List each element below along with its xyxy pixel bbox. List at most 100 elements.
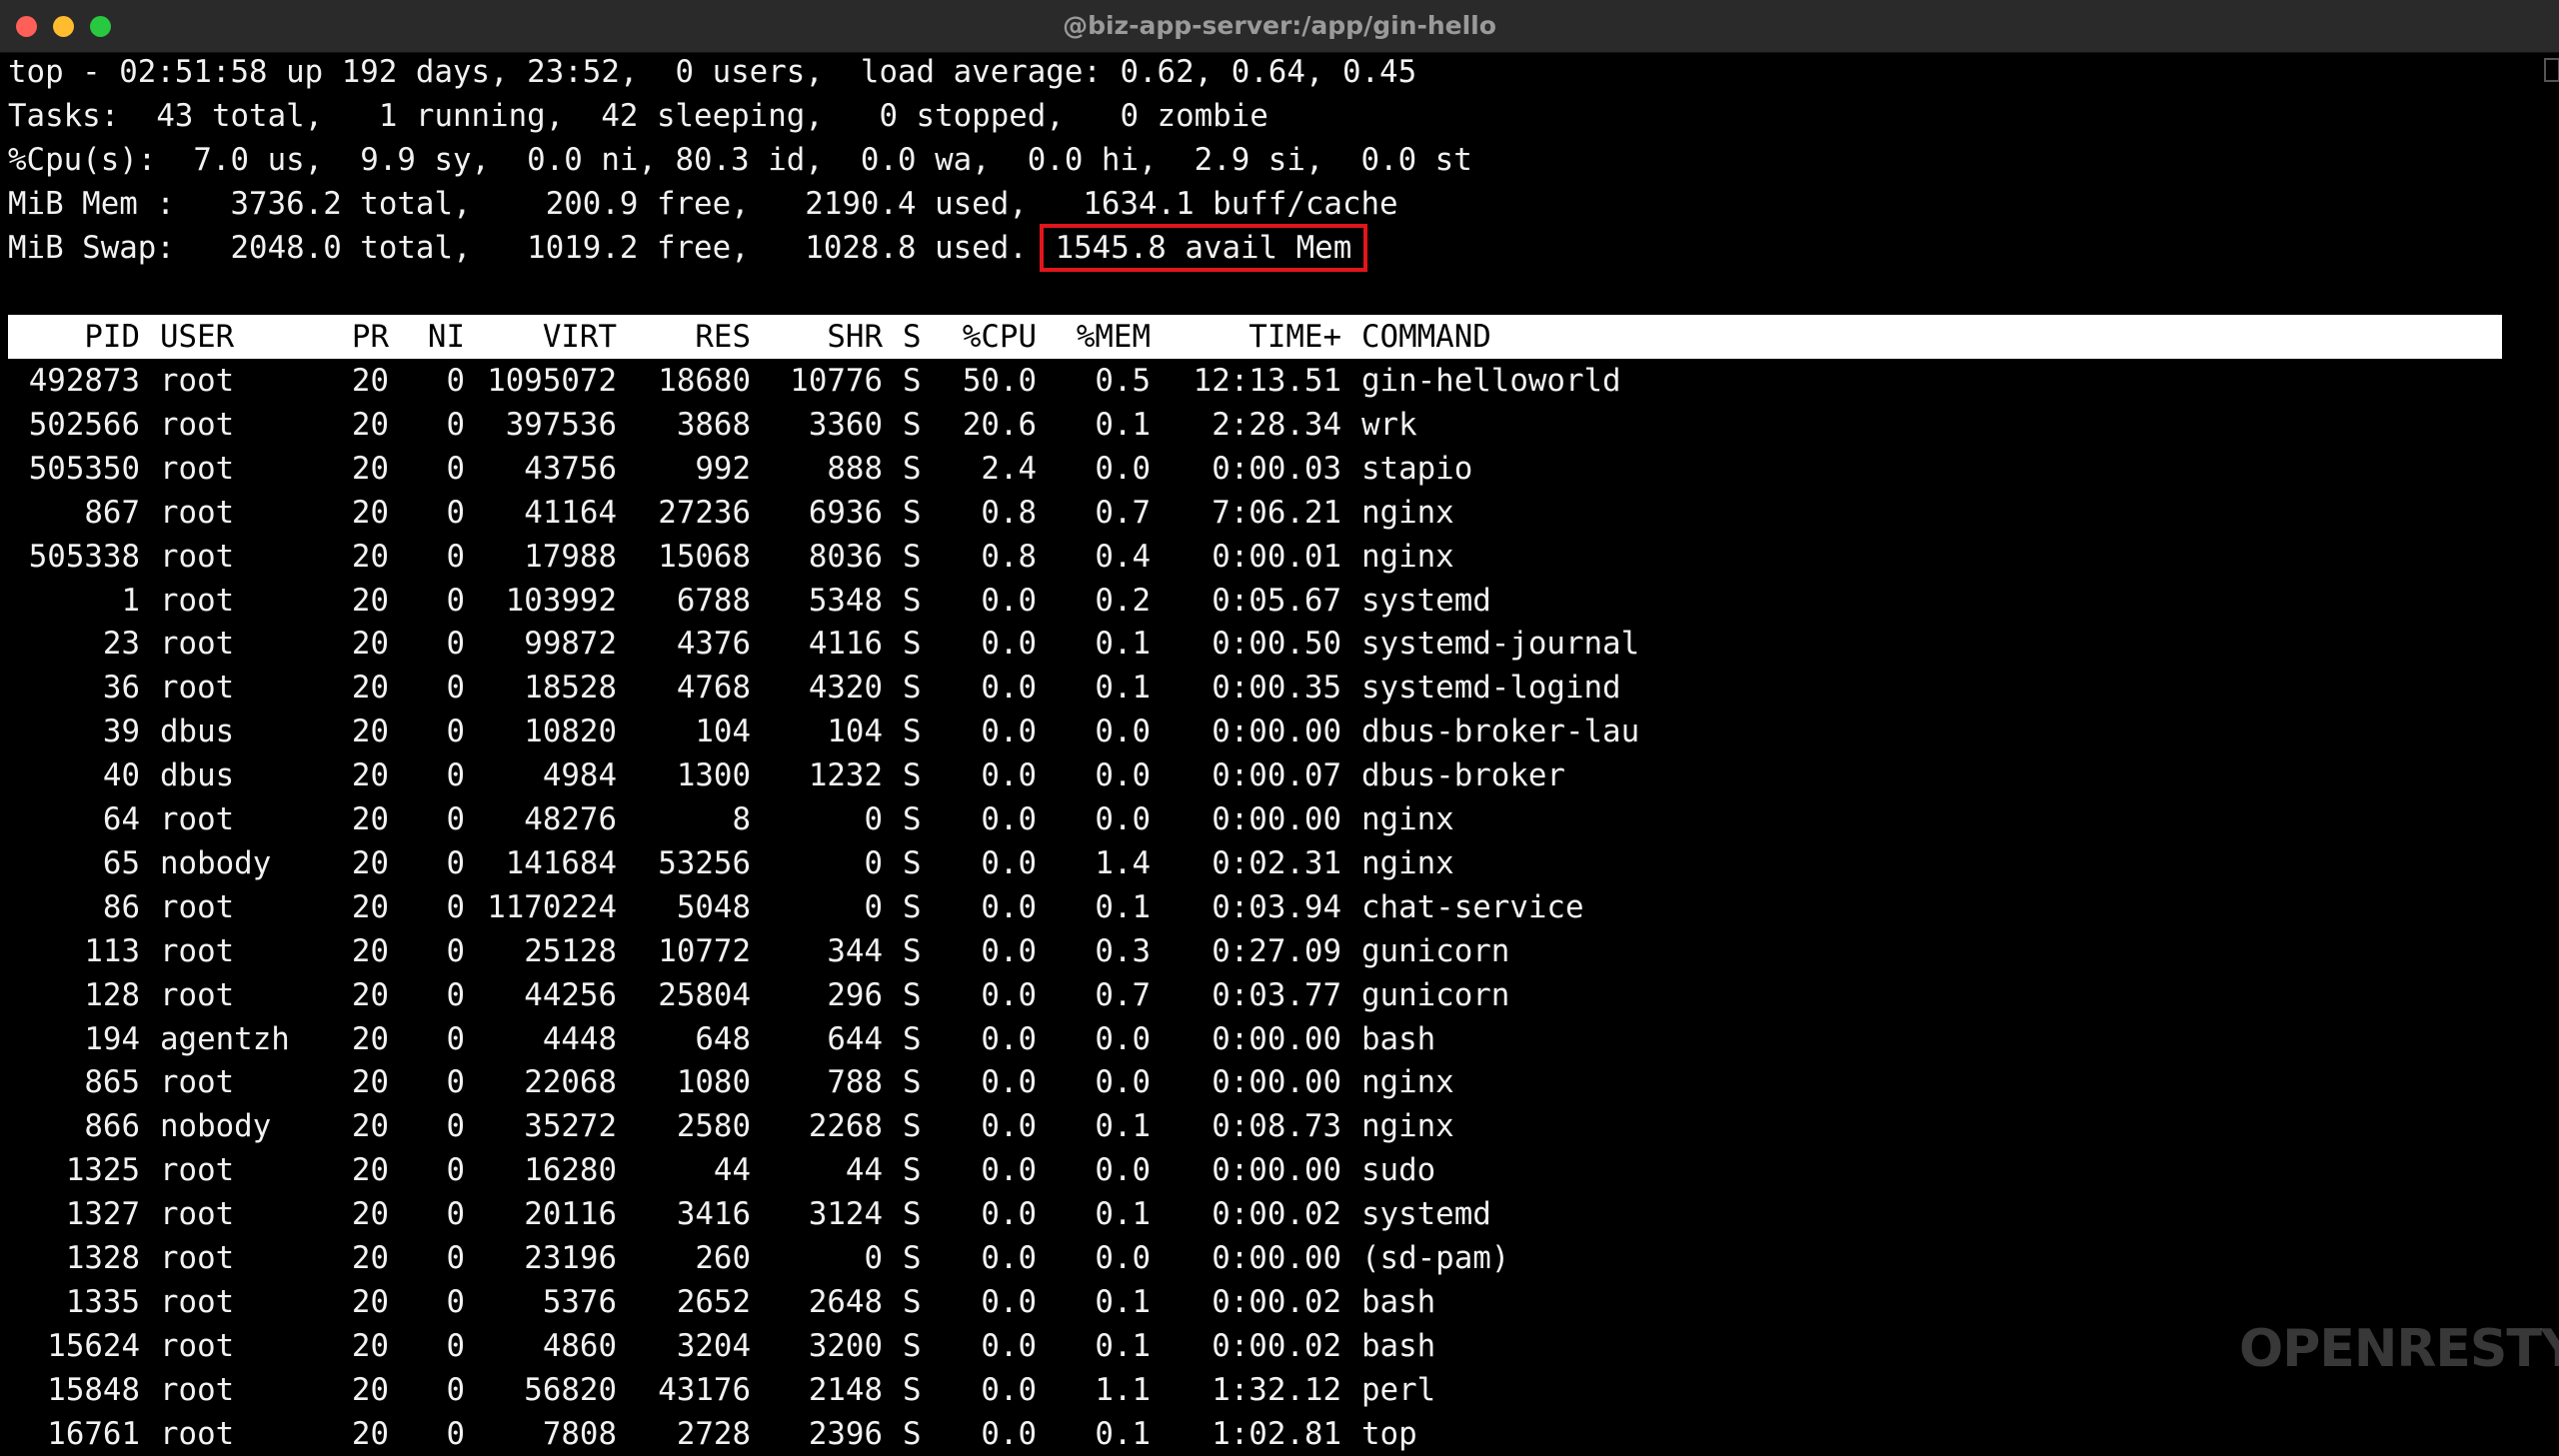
table-cell: 0.0 xyxy=(981,932,1037,969)
minimize-button[interactable] xyxy=(53,16,74,37)
table-cell: 0 xyxy=(446,1064,465,1101)
table-cell: 0.3 xyxy=(1095,932,1151,969)
table-cell: dbus-broker xyxy=(1361,757,1565,794)
table-cell: 0.7 xyxy=(1095,494,1151,531)
table-cell: bash xyxy=(1361,1327,1436,1364)
table-cell: 0:00.07 xyxy=(1212,757,1341,794)
table-cell: 0 xyxy=(864,1240,883,1276)
table-cell: 6936 xyxy=(808,494,883,531)
table-cell: 6788 xyxy=(676,582,751,619)
table-cell: 865 xyxy=(84,1064,140,1101)
table-cell: nginx xyxy=(1361,1064,1454,1101)
table-cell: root xyxy=(160,1064,235,1101)
table-cell: S xyxy=(903,582,922,619)
table-cell: 0.5 xyxy=(1095,363,1151,399)
table-cell: 64 xyxy=(102,801,140,837)
table-cell: 0.0 xyxy=(1095,1064,1151,1101)
table-cell: 5348 xyxy=(808,582,883,619)
table-cell: 0:27.09 xyxy=(1212,932,1341,969)
table-cell: 2652 xyxy=(676,1283,751,1320)
table-cell: root xyxy=(160,538,235,575)
table-cell: 44256 xyxy=(524,976,617,1013)
table-cell: wrk xyxy=(1361,406,1417,443)
table-cell: 505350 xyxy=(28,450,140,487)
table-cell: 43176 xyxy=(658,1371,751,1408)
table-cell: 3868 xyxy=(676,406,751,443)
table-cell: 0.0 xyxy=(1095,1020,1151,1057)
table-cell: 1080 xyxy=(676,1064,751,1101)
table-cell: 0:00.50 xyxy=(1212,626,1341,663)
table-cell: 0.0 xyxy=(981,1108,1037,1145)
table-cell: 0 xyxy=(446,363,465,399)
table-cell: S xyxy=(903,976,922,1013)
table-cell: root xyxy=(160,932,235,969)
table-cell: 8036 xyxy=(808,538,883,575)
table-cell: 20 xyxy=(351,582,389,619)
table-cell: 20 xyxy=(351,1327,389,1364)
table-cell: 20 xyxy=(351,1371,389,1408)
table-cell: 0:03.77 xyxy=(1212,976,1341,1013)
table-cell: 0:00.00 xyxy=(1212,1020,1341,1057)
close-button[interactable] xyxy=(16,16,37,37)
scrollbar[interactable] xyxy=(2544,58,2559,82)
table-cell: 35272 xyxy=(524,1108,617,1145)
table-cell: S xyxy=(903,1371,922,1408)
table-cell: S xyxy=(903,1327,922,1364)
table-cell: 18680 xyxy=(658,363,751,399)
table-cell: 4116 xyxy=(808,626,883,663)
table-cell: 44 xyxy=(713,1152,751,1189)
table-cell: 20 xyxy=(351,1240,389,1276)
table-cell: 0:00.35 xyxy=(1212,670,1341,707)
table-cell: 1:02.81 xyxy=(1212,1415,1341,1452)
table-cell: 25804 xyxy=(658,976,751,1013)
column-header: USER xyxy=(160,319,235,355)
table-cell: S xyxy=(903,1196,922,1233)
table-cell: 20 xyxy=(351,450,389,487)
table-cell: 0:00.01 xyxy=(1212,538,1341,575)
table-cell: 86 xyxy=(102,888,140,925)
table-cell: 0 xyxy=(446,757,465,794)
table-cell: 0.0 xyxy=(981,1152,1037,1189)
table-cell: 39 xyxy=(102,714,140,750)
table-cell: 2268 xyxy=(808,1108,883,1145)
table-cell: gunicorn xyxy=(1361,976,1510,1013)
table-cell: root xyxy=(160,1152,235,1189)
table-cell: 3416 xyxy=(676,1196,751,1233)
table-cell: 0 xyxy=(446,844,465,881)
table-cell: S xyxy=(903,450,922,487)
table-cell: nginx xyxy=(1361,801,1454,837)
table-cell: 0 xyxy=(446,1283,465,1320)
table-cell: 0 xyxy=(446,1415,465,1452)
table-cell: 1.4 xyxy=(1095,844,1151,881)
table-cell: 492873 xyxy=(28,363,140,399)
table-cell: 7808 xyxy=(542,1415,617,1452)
table-cell: 0.1 xyxy=(1095,1415,1151,1452)
table-cell: 20.6 xyxy=(962,406,1037,443)
table-cell: 17988 xyxy=(524,538,617,575)
table-cell: 0.8 xyxy=(981,494,1037,531)
table-cell: 644 xyxy=(827,1020,883,1057)
table-cell: nginx xyxy=(1361,494,1454,531)
table-cell: S xyxy=(903,1108,922,1145)
table-cell: S xyxy=(903,801,922,837)
table-cell: 20 xyxy=(351,626,389,663)
table-cell: 0:05.67 xyxy=(1212,582,1341,619)
table-cell: nginx xyxy=(1361,844,1454,881)
table-cell: S xyxy=(903,1415,922,1452)
highlighted-value: 1545.8 avail Mem xyxy=(1040,223,1367,272)
table-cell: 2580 xyxy=(676,1108,751,1145)
zoom-button[interactable] xyxy=(90,16,111,37)
table-cell: root xyxy=(160,976,235,1013)
table-cell: 0.0 xyxy=(981,757,1037,794)
table-cell: 7:06.21 xyxy=(1212,494,1341,531)
table-cell: (sd-pam) xyxy=(1361,1240,1510,1276)
table-cell: gin-helloworld xyxy=(1361,363,1621,399)
column-header: NI xyxy=(427,319,465,355)
table-cell: 18528 xyxy=(524,670,617,707)
table-cell: systemd-journal xyxy=(1361,626,1640,663)
table-cell: 0:00.02 xyxy=(1212,1196,1341,1233)
header-bar xyxy=(8,315,2502,359)
table-cell: S xyxy=(903,1283,922,1320)
table-cell: top xyxy=(1361,1415,1417,1452)
